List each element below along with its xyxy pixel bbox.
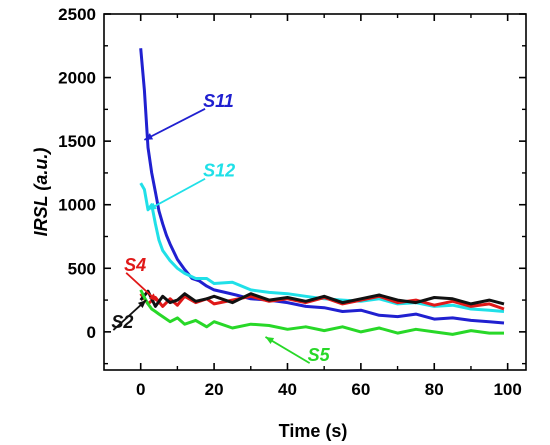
plot-frame	[103, 13, 527, 371]
series-layer	[139, 48, 505, 336]
y-tick-label: 500	[68, 259, 96, 278]
x-tick-label: 80	[425, 380, 444, 399]
annotation-arrow-s5	[265, 336, 311, 364]
annotation-arrowhead-s4	[148, 293, 158, 302]
annotation-layer: S11 S12 S4 S2 S5	[111, 91, 330, 365]
annotation-label-s12: S12	[203, 161, 235, 181]
x-tick-label: 60	[351, 380, 370, 399]
axis-ticks	[104, 13, 526, 370]
series-line-s11	[139, 48, 505, 325]
y-tick-label: 0	[87, 323, 96, 342]
x-axis-title: Time (s)	[279, 421, 348, 441]
x-tick-label: 40	[278, 380, 297, 399]
annotation-label-s4: S4	[124, 255, 146, 275]
annotation-arrowhead-s12	[148, 202, 157, 210]
y-tick-label: 1000	[58, 196, 96, 215]
y-tick-label: 1500	[58, 132, 96, 151]
y-axis-title: IRSL (a.u.)	[31, 148, 51, 237]
series-line-s12	[139, 182, 505, 313]
annotation-arrow-s12	[147, 177, 206, 211]
annotation-arrowhead-s5	[265, 336, 275, 345]
annotation-arrow-s11	[143, 108, 206, 141]
annotation-arrowhead-s2	[137, 300, 147, 309]
annotation-label-s2: S2	[111, 312, 133, 332]
x-tick-label: 0	[136, 380, 145, 399]
annotation-label-s5: S5	[308, 345, 331, 365]
series-line-s2	[139, 289, 505, 308]
y-tick-label: 2000	[58, 69, 96, 88]
annotation-arrowhead-s11	[144, 133, 154, 140]
x-tick-label: 100	[493, 380, 521, 399]
annotation-label-s11: S11	[203, 91, 234, 111]
y-tick-label: 2500	[58, 5, 96, 24]
x-tick-label: 20	[205, 380, 224, 399]
series-line-s5	[139, 289, 504, 336]
